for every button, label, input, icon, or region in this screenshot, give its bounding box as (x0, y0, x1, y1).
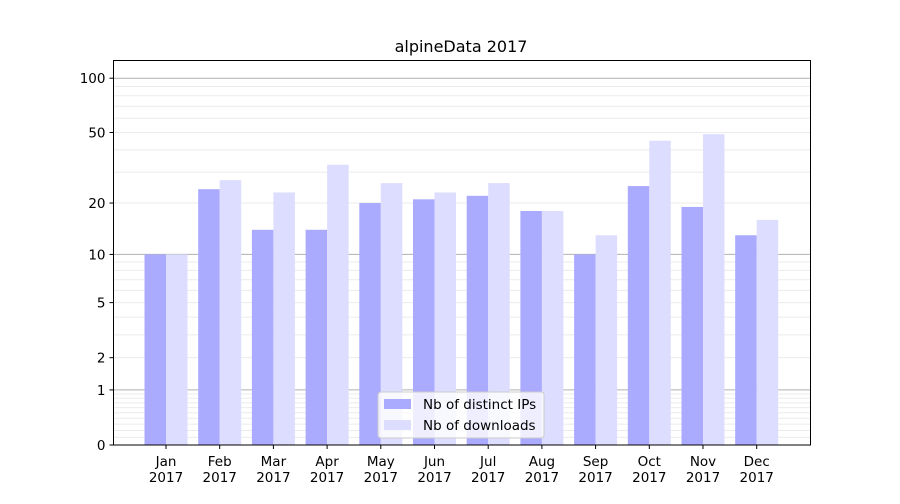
legend-swatch-downloads (384, 420, 411, 430)
y-tick-label: 1 (97, 383, 106, 399)
bar-downloads (756, 219, 779, 445)
y-tick-label: 10 (88, 247, 105, 263)
legend-label-downloads: Nb of downloads (423, 418, 536, 434)
bar-downloads (219, 180, 242, 445)
bar-downloads (166, 254, 188, 445)
x-tick-label: Dec 2017 (740, 454, 774, 486)
bar-downloads (380, 183, 403, 445)
bar-downloads (541, 210, 564, 445)
bar-distinct-ips (305, 229, 328, 445)
x-tick-label: Oct 2017 (632, 454, 666, 486)
x-tick-label: Apr 2017 (310, 454, 344, 486)
bar-distinct-ips (251, 229, 274, 445)
x-tick-label: Mar 2017 (256, 454, 290, 486)
x-tick-label: Feb 2017 (203, 454, 237, 486)
bars (144, 134, 779, 445)
bar-downloads (434, 192, 456, 445)
x-tick-label: Jul 2017 (471, 454, 505, 486)
bar-distinct-ips (627, 186, 650, 445)
chart-title: alpineData 2017 (395, 37, 528, 56)
y-tick-label: 50 (88, 126, 105, 142)
y-tick-label: 20 (88, 196, 105, 212)
legend-label-ips: Nb of distinct IPs (423, 397, 536, 413)
bar-downloads (488, 183, 510, 445)
bar-downloads (595, 235, 618, 445)
bar-downloads (273, 192, 295, 445)
bar-distinct-ips (198, 189, 220, 445)
bar-downloads (703, 134, 725, 445)
bar-downloads (327, 164, 349, 445)
y-tick-label: 2 (97, 351, 106, 367)
x-axis: Jan 2017 Feb 2017 Mar 2017 Apr 2017 May 2017 Jun 20… (149, 445, 774, 486)
y-tick-label: 0 (97, 438, 106, 454)
y-tick-label: 100 (80, 71, 106, 87)
legend-swatch-ips (384, 399, 411, 409)
plot-frame (113, 60, 811, 446)
x-tick-label: Jun 2017 (417, 454, 451, 486)
bar-distinct-ips (735, 235, 757, 445)
x-tick-label: Nov 2017 (686, 454, 720, 486)
bar-distinct-ips (359, 203, 381, 445)
y-tick-label: 5 (97, 296, 106, 312)
bar-distinct-ips (681, 206, 703, 445)
bar-distinct-ips (466, 195, 489, 445)
bar-downloads (649, 140, 671, 445)
bar-distinct-ips (574, 254, 596, 445)
y-axis: 0 1 2 5 10 20 50 100 (80, 71, 114, 454)
bar-distinct-ips (144, 254, 166, 445)
x-tick-label: Aug 2017 (525, 454, 559, 486)
bar-distinct-ips (520, 210, 542, 445)
x-tick-label: Jan 2017 (149, 454, 183, 486)
legend-box (377, 391, 545, 439)
bar-distinct-ips (413, 199, 435, 445)
x-tick-label: Sep 2017 (578, 454, 612, 486)
legend: Nb of distinct IPs Nb of downloads (377, 391, 545, 439)
x-tick-label: May 2017 (364, 454, 398, 486)
